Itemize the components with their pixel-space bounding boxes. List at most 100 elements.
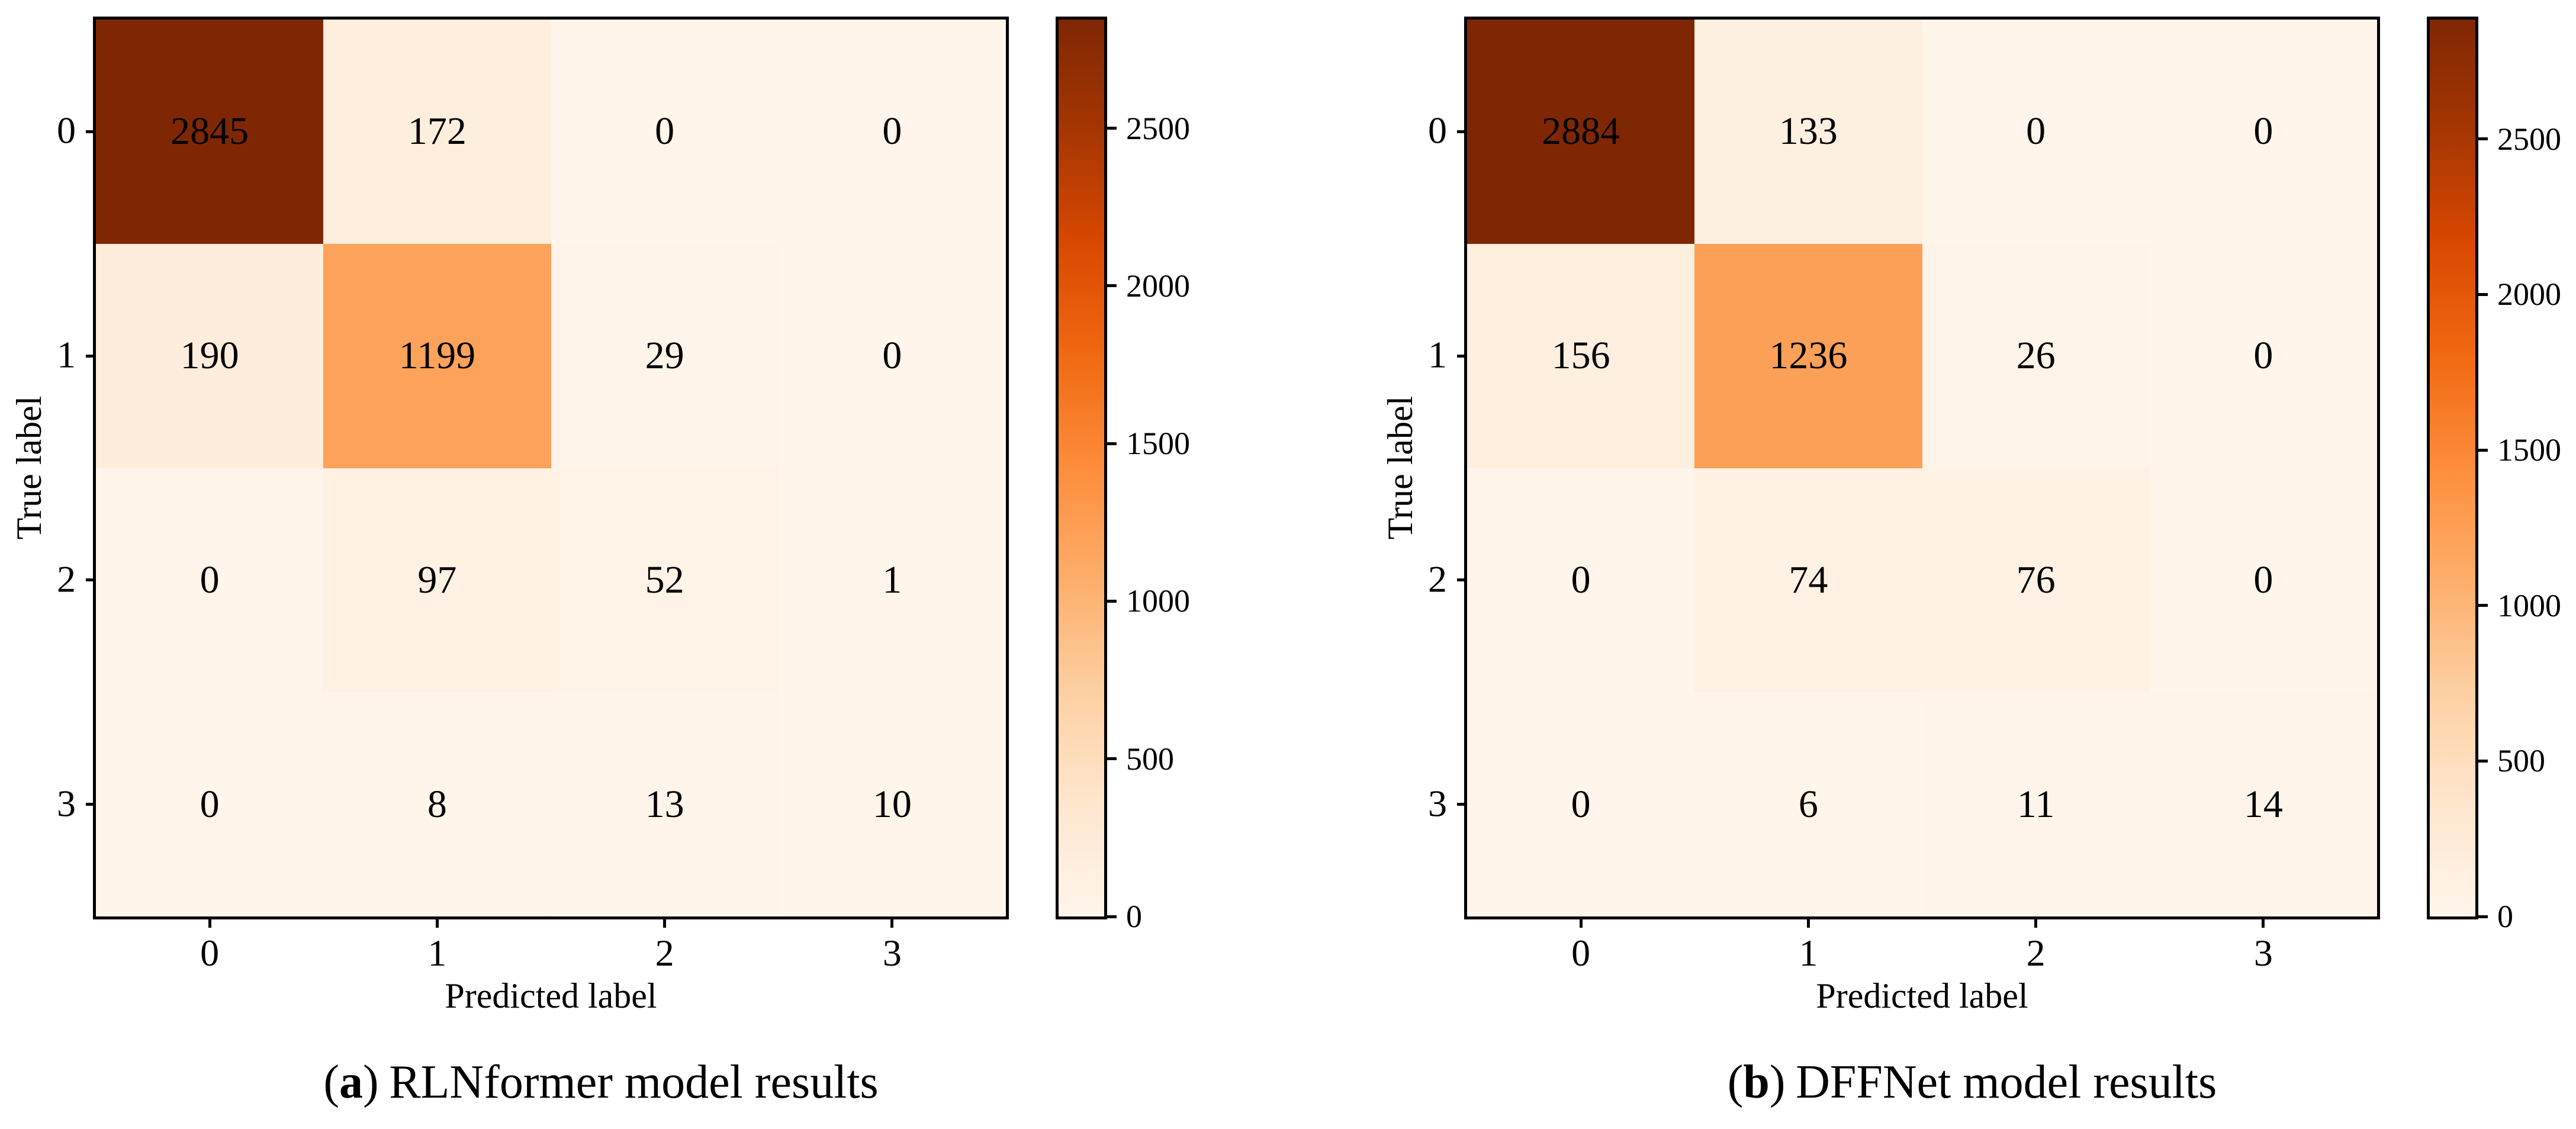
cell-value: 0	[2253, 110, 2273, 153]
cell-value: 26	[2016, 334, 2056, 378]
colorbar-tick-mark	[2478, 604, 2488, 607]
colorbar-tick-label: 0	[2497, 899, 2513, 934]
colorbar-tick-label: 500	[1126, 741, 1174, 777]
cell-value: 0	[200, 558, 220, 602]
x-tick-mark	[208, 919, 211, 928]
colorbar-tick-mark	[1107, 915, 1117, 918]
cell-value: 0	[1571, 782, 1591, 826]
y-tick-label: 3	[57, 782, 76, 825]
cell-value: 190	[180, 334, 239, 378]
y-tick-mark	[86, 803, 94, 806]
matrix-cell: 14	[2149, 692, 2377, 916]
cell-value: 0	[1571, 558, 1591, 602]
matrix-cell: 1236	[1694, 243, 1922, 468]
cell-value: 133	[1779, 110, 1838, 153]
colorbar-a	[1056, 17, 1107, 919]
matrix-cell: 156	[1467, 243, 1695, 468]
cell-value: 2884	[1542, 110, 1620, 153]
y-tick-label: 0	[57, 110, 76, 152]
caption-letter: a	[339, 1056, 363, 1108]
matrix-cell: 2845	[96, 20, 324, 244]
colorbar-tick-mark	[2478, 448, 2488, 452]
matrix-cell: 74	[1694, 468, 1922, 693]
matrix-cell: 0	[1467, 468, 1695, 693]
cell-value: 52	[645, 558, 684, 602]
cell-value: 172	[407, 110, 467, 153]
colorbar-tick-mark	[2478, 759, 2488, 763]
matrix-cell: 97	[323, 468, 551, 693]
matrix-cell: 172	[323, 20, 551, 244]
matrix-cell: 190	[96, 243, 324, 468]
matrix-cell: 0	[96, 468, 324, 693]
cell-value: 11	[2017, 782, 2055, 826]
x-tick-mark	[435, 919, 439, 928]
matrix-cell: 13	[551, 692, 779, 916]
caption-text: DFFNet model results	[1796, 1056, 2217, 1108]
colorbar-tick-label: 500	[2497, 743, 2545, 779]
x-tick-mark	[1579, 919, 1583, 928]
x-tick-mark	[663, 919, 667, 928]
matrix-cell: 0	[1467, 692, 1695, 916]
colorbar-tick-mark	[1107, 599, 1117, 603]
cell-value: 8	[427, 782, 447, 826]
colorbar-tick-label: 1000	[1126, 583, 1190, 619]
y-tick-mark	[1457, 803, 1465, 806]
colorbar-tick-label: 1000	[2497, 587, 2561, 623]
colorbar-tick-mark	[2478, 292, 2488, 296]
caption-letter: b	[1743, 1056, 1770, 1108]
subfigure-caption-b: (b) DFFNet model results	[1371, 1059, 2573, 1106]
colorbar-b	[2427, 17, 2478, 919]
y-tick-label: 3	[1428, 782, 1447, 825]
matrix-cell: 29	[551, 243, 779, 468]
cell-value: 74	[1789, 558, 1828, 602]
x-tick-label: 1	[427, 932, 447, 974]
matrix-cell: 0	[2149, 243, 2377, 468]
cell-value: 1	[882, 558, 902, 602]
caption-open: (	[323, 1056, 339, 1108]
cell-value: 1236	[1769, 334, 1848, 378]
y-tick-mark	[1457, 578, 1465, 582]
x-axis-label: Predicted label	[445, 976, 657, 1015]
x-tick-label: 2	[2026, 932, 2046, 974]
matrix-cell: 0	[778, 243, 1006, 468]
colorbar-tick-mark	[1107, 442, 1117, 445]
matrix-cell: 8	[323, 692, 551, 916]
x-tick-mark	[890, 919, 894, 928]
matrix-cell: 0	[1922, 20, 2150, 244]
matrix-cell: 0	[551, 20, 779, 244]
y-tick-mark	[1457, 354, 1465, 358]
panel-b: True label 2884 133 0 0 156 1236 26 0 0 74 76 0 0 6 11…	[1371, 0, 2576, 1129]
cell-value: 0	[2026, 110, 2046, 153]
cell-value: 14	[2243, 782, 2283, 826]
y-tick-label: 2	[57, 558, 76, 600]
y-tick-label: 0	[1428, 110, 1447, 152]
confusion-matrix-b: 2884 133 0 0 156 1236 26 0 0 74 76 0 0 6 11 14	[1464, 17, 2380, 919]
matrix-cell: 11	[1922, 692, 2150, 916]
caption-close: )	[362, 1056, 379, 1108]
caption-open: (	[1727, 1056, 1744, 1108]
matrix-cell: 6	[1694, 692, 1922, 916]
x-tick-label: 3	[882, 932, 902, 974]
cell-value: 0	[882, 110, 902, 153]
y-tick-mark	[86, 354, 94, 358]
x-tick-mark	[1806, 919, 1810, 928]
cell-value: 0	[200, 782, 220, 826]
y-tick-mark	[86, 578, 94, 582]
y-tick-label: 2	[1428, 558, 1447, 600]
x-tick-label: 0	[1571, 932, 1591, 974]
colorbar-tick-mark	[1107, 757, 1117, 761]
y-axis-label: True label	[1381, 395, 1420, 540]
cell-value: 156	[1551, 334, 1610, 378]
cell-value: 0	[2253, 334, 2273, 378]
cell-value: 13	[645, 782, 684, 826]
colorbar-tick-label: 0	[1126, 899, 1142, 934]
subfigure-caption-a: (a) RLNformer model results	[0, 1059, 1202, 1106]
colorbar-tick-label: 2500	[2497, 121, 2561, 157]
matrix-cell: 0	[2149, 468, 2377, 693]
cell-value: 0	[882, 334, 902, 378]
x-tick-label: 3	[2253, 932, 2273, 974]
y-axis-label: True label	[9, 395, 49, 540]
cell-value: 97	[417, 558, 457, 602]
matrix-cell: 76	[1922, 468, 2150, 693]
